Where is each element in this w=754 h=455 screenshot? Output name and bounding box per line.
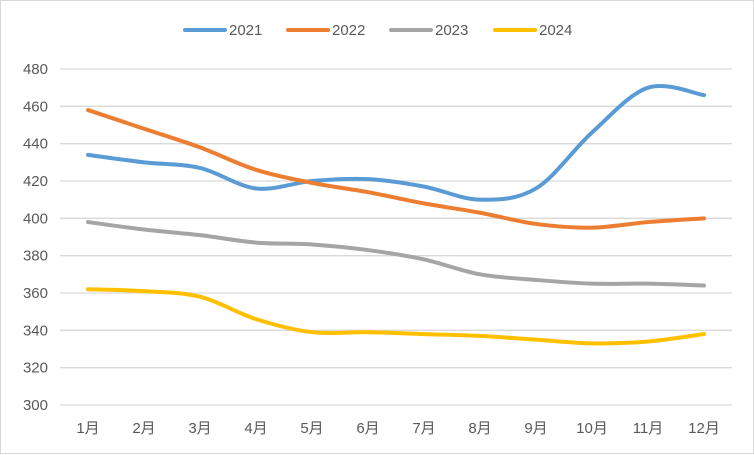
y-tick-label: 340 bbox=[23, 322, 48, 339]
x-tick-label: 6月 bbox=[356, 420, 379, 437]
y-tick-label: 360 bbox=[23, 285, 48, 302]
y-axis-ticks: 300 320 340 360 380 400 420 440 460 480 bbox=[23, 61, 48, 414]
series-line-2023 bbox=[88, 222, 704, 285]
x-axis-ticks: 1月 2月 3月 4月 5月 6月 7月 8月 9月 10月 11月 12月 bbox=[76, 420, 720, 437]
x-tick-label: 9月 bbox=[524, 420, 547, 437]
y-tick-label: 380 bbox=[23, 248, 48, 265]
legend-label: 2024 bbox=[539, 22, 572, 39]
x-tick-label: 4月 bbox=[244, 420, 267, 437]
y-tick-label: 400 bbox=[23, 210, 48, 227]
y-tick-label: 300 bbox=[23, 397, 48, 414]
x-tick-label: 12月 bbox=[688, 420, 720, 437]
x-tick-label: 8月 bbox=[468, 420, 491, 437]
series-line-2022 bbox=[88, 110, 704, 228]
legend-item-2022: 2022 bbox=[288, 22, 365, 39]
series-line-2024 bbox=[88, 289, 704, 343]
legend-label: 2021 bbox=[229, 22, 262, 39]
x-tick-label: 7月 bbox=[412, 420, 435, 437]
y-tick-label: 460 bbox=[23, 98, 48, 115]
y-tick-label: 320 bbox=[23, 360, 48, 377]
x-tick-label: 5月 bbox=[300, 420, 323, 437]
legend: 2021 2022 2023 2024 bbox=[185, 22, 572, 39]
x-tick-label: 1月 bbox=[76, 420, 99, 437]
legend-item-2021: 2021 bbox=[185, 22, 262, 39]
y-tick-label: 420 bbox=[23, 173, 48, 190]
series-lines bbox=[88, 86, 704, 344]
legend-item-2024: 2024 bbox=[495, 22, 572, 39]
legend-label: 2023 bbox=[435, 22, 468, 39]
gridlines bbox=[60, 69, 732, 405]
y-tick-label: 440 bbox=[23, 136, 48, 153]
x-tick-label: 3月 bbox=[188, 420, 211, 437]
x-tick-label: 2月 bbox=[132, 420, 155, 437]
series-line-2021 bbox=[88, 86, 704, 200]
x-tick-label: 10月 bbox=[576, 420, 608, 437]
legend-label: 2022 bbox=[332, 22, 365, 39]
legend-item-2023: 2023 bbox=[391, 22, 468, 39]
x-tick-label: 11月 bbox=[633, 420, 664, 437]
y-tick-label: 480 bbox=[23, 61, 48, 78]
